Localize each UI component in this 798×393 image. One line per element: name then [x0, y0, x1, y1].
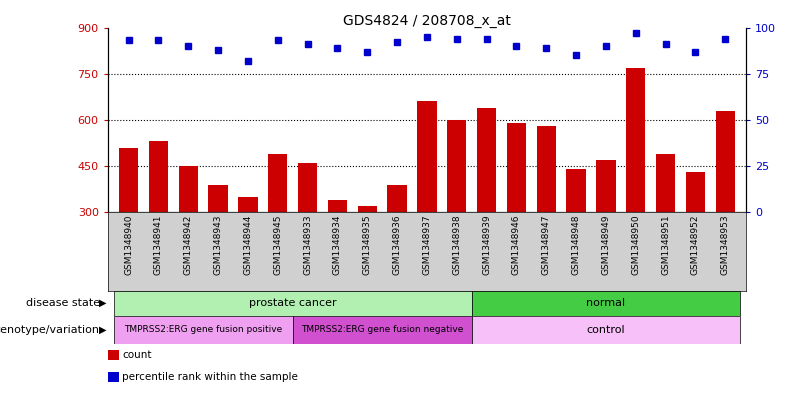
Text: GDS4824 / 208708_x_at: GDS4824 / 208708_x_at — [343, 14, 511, 28]
Bar — [298, 163, 318, 212]
Text: prostate cancer: prostate cancer — [249, 298, 337, 308]
Bar — [113, 291, 472, 316]
Bar — [268, 154, 287, 212]
Text: GSM1348943: GSM1348943 — [214, 215, 223, 275]
Text: GSM1348933: GSM1348933 — [303, 215, 312, 275]
Text: GSM1348946: GSM1348946 — [512, 215, 521, 275]
Text: GSM1348948: GSM1348948 — [571, 215, 581, 275]
Bar — [716, 110, 735, 212]
Bar — [387, 184, 407, 212]
Text: GSM1348939: GSM1348939 — [482, 215, 491, 275]
Bar — [417, 101, 437, 212]
Bar — [472, 291, 741, 316]
Text: GSM1348941: GSM1348941 — [154, 215, 163, 275]
Bar — [358, 206, 377, 212]
Text: GSM1348950: GSM1348950 — [631, 215, 640, 275]
Text: GSM1348952: GSM1348952 — [691, 215, 700, 275]
Text: GSM1348937: GSM1348937 — [422, 215, 432, 275]
Text: ▶: ▶ — [99, 298, 106, 308]
Text: GSM1348951: GSM1348951 — [661, 215, 670, 275]
Bar — [239, 197, 258, 212]
Bar — [507, 123, 526, 212]
Text: GSM1348942: GSM1348942 — [184, 215, 193, 275]
Bar — [113, 316, 293, 344]
Bar — [208, 184, 227, 212]
Text: GSM1348953: GSM1348953 — [721, 215, 729, 275]
Bar — [567, 169, 586, 212]
Bar — [477, 108, 496, 212]
Text: genotype/variation: genotype/variation — [0, 325, 100, 335]
Bar — [148, 141, 168, 212]
Text: GSM1348945: GSM1348945 — [273, 215, 282, 275]
Bar — [626, 68, 646, 212]
Bar — [293, 316, 472, 344]
Text: GSM1348949: GSM1348949 — [602, 215, 610, 275]
Bar — [536, 126, 556, 212]
Bar — [447, 120, 467, 212]
Text: GSM1348947: GSM1348947 — [542, 215, 551, 275]
Bar — [596, 160, 615, 212]
Text: GSM1348935: GSM1348935 — [363, 215, 372, 275]
Text: ▶: ▶ — [99, 325, 106, 335]
Text: GSM1348940: GSM1348940 — [124, 215, 133, 275]
Bar — [119, 147, 138, 212]
Text: TMPRSS2:ERG gene fusion negative: TMPRSS2:ERG gene fusion negative — [301, 325, 464, 334]
Text: GSM1348938: GSM1348938 — [452, 215, 461, 275]
Text: percentile rank within the sample: percentile rank within the sample — [122, 372, 298, 382]
Text: disease state: disease state — [26, 298, 100, 308]
Text: GSM1348934: GSM1348934 — [333, 215, 342, 275]
Text: GSM1348936: GSM1348936 — [393, 215, 401, 275]
Text: TMPRSS2:ERG gene fusion positive: TMPRSS2:ERG gene fusion positive — [124, 325, 282, 334]
Text: normal: normal — [587, 298, 626, 308]
Text: control: control — [587, 325, 626, 335]
Bar — [328, 200, 347, 212]
Bar — [472, 316, 741, 344]
Bar — [656, 154, 675, 212]
Bar — [179, 166, 198, 212]
Bar — [685, 172, 705, 212]
Text: GSM1348944: GSM1348944 — [243, 215, 252, 275]
Text: count: count — [122, 350, 152, 360]
